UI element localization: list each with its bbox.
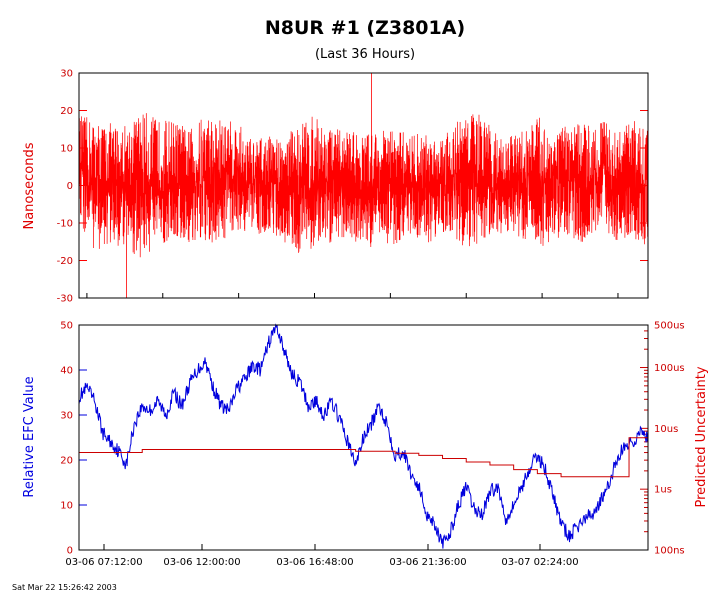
uncertainty-ytick-label: 10us (654, 424, 678, 435)
phase-ytick-label: -20 (57, 256, 73, 267)
efc-xtick-label: 03-06 21:36:00 (389, 557, 466, 568)
chart-title: N8UR #1 (Z3801A) (265, 17, 465, 39)
phase-ytick-label: -30 (57, 294, 73, 305)
phase-ytick-label: 0 (67, 181, 73, 192)
efc-series (78, 323, 649, 549)
ylabel-uncertainty: Predicted Uncertainty (694, 366, 709, 507)
efc-xtick-label: 03-06 12:00:00 (163, 557, 240, 568)
efc-ytick-label: 20 (60, 456, 73, 467)
efc-ytick-label: 10 (60, 501, 73, 512)
efc-xtick-label: 03-06 07:12:00 (65, 557, 142, 568)
uncertainty-ytick-label: 100ns (654, 546, 685, 557)
phase-ytick-label: -10 (57, 219, 73, 230)
uncertainty-ytick-label: 100us (654, 363, 685, 374)
chart-subtitle: (Last 36 Hours) (315, 47, 415, 62)
efc-ytick-label: 30 (60, 411, 73, 422)
efc-xtick-label: 03-07 02:24:00 (501, 557, 578, 568)
efc-ytick-label: 0 (67, 546, 73, 557)
phase-frame (78, 72, 649, 299)
efc-xtick-label: 03-06 16:48:00 (276, 557, 353, 568)
uncertainty-ytick-label: 500us (654, 321, 685, 332)
efc-frame (78, 324, 649, 551)
uncertainty-ytick-label: 1us (654, 485, 672, 496)
phase-ytick-label: 20 (60, 106, 73, 117)
ylabel-nanoseconds: Nanoseconds (22, 142, 37, 229)
phase-ytick-label: 30 (60, 69, 73, 80)
phase-series (78, 113, 649, 258)
efc-ytick-label: 50 (60, 321, 73, 332)
efc-panel: 0 10 20 30 40 50 500us 100us 10us 1us 100ns 03-06 0… (60, 321, 684, 569)
efc-ytick-label: 40 (60, 366, 73, 377)
phase-ytick-label: 10 (60, 144, 73, 155)
phase-panel: -30 -20 -10 0 10 20 30 (57, 69, 649, 305)
uncertainty-series (79, 437, 649, 478)
ylabel-efc: Relative EFC Value (22, 376, 37, 497)
footer-timestamp: Sat Mar 22 15:26:42 2003 (12, 583, 117, 592)
